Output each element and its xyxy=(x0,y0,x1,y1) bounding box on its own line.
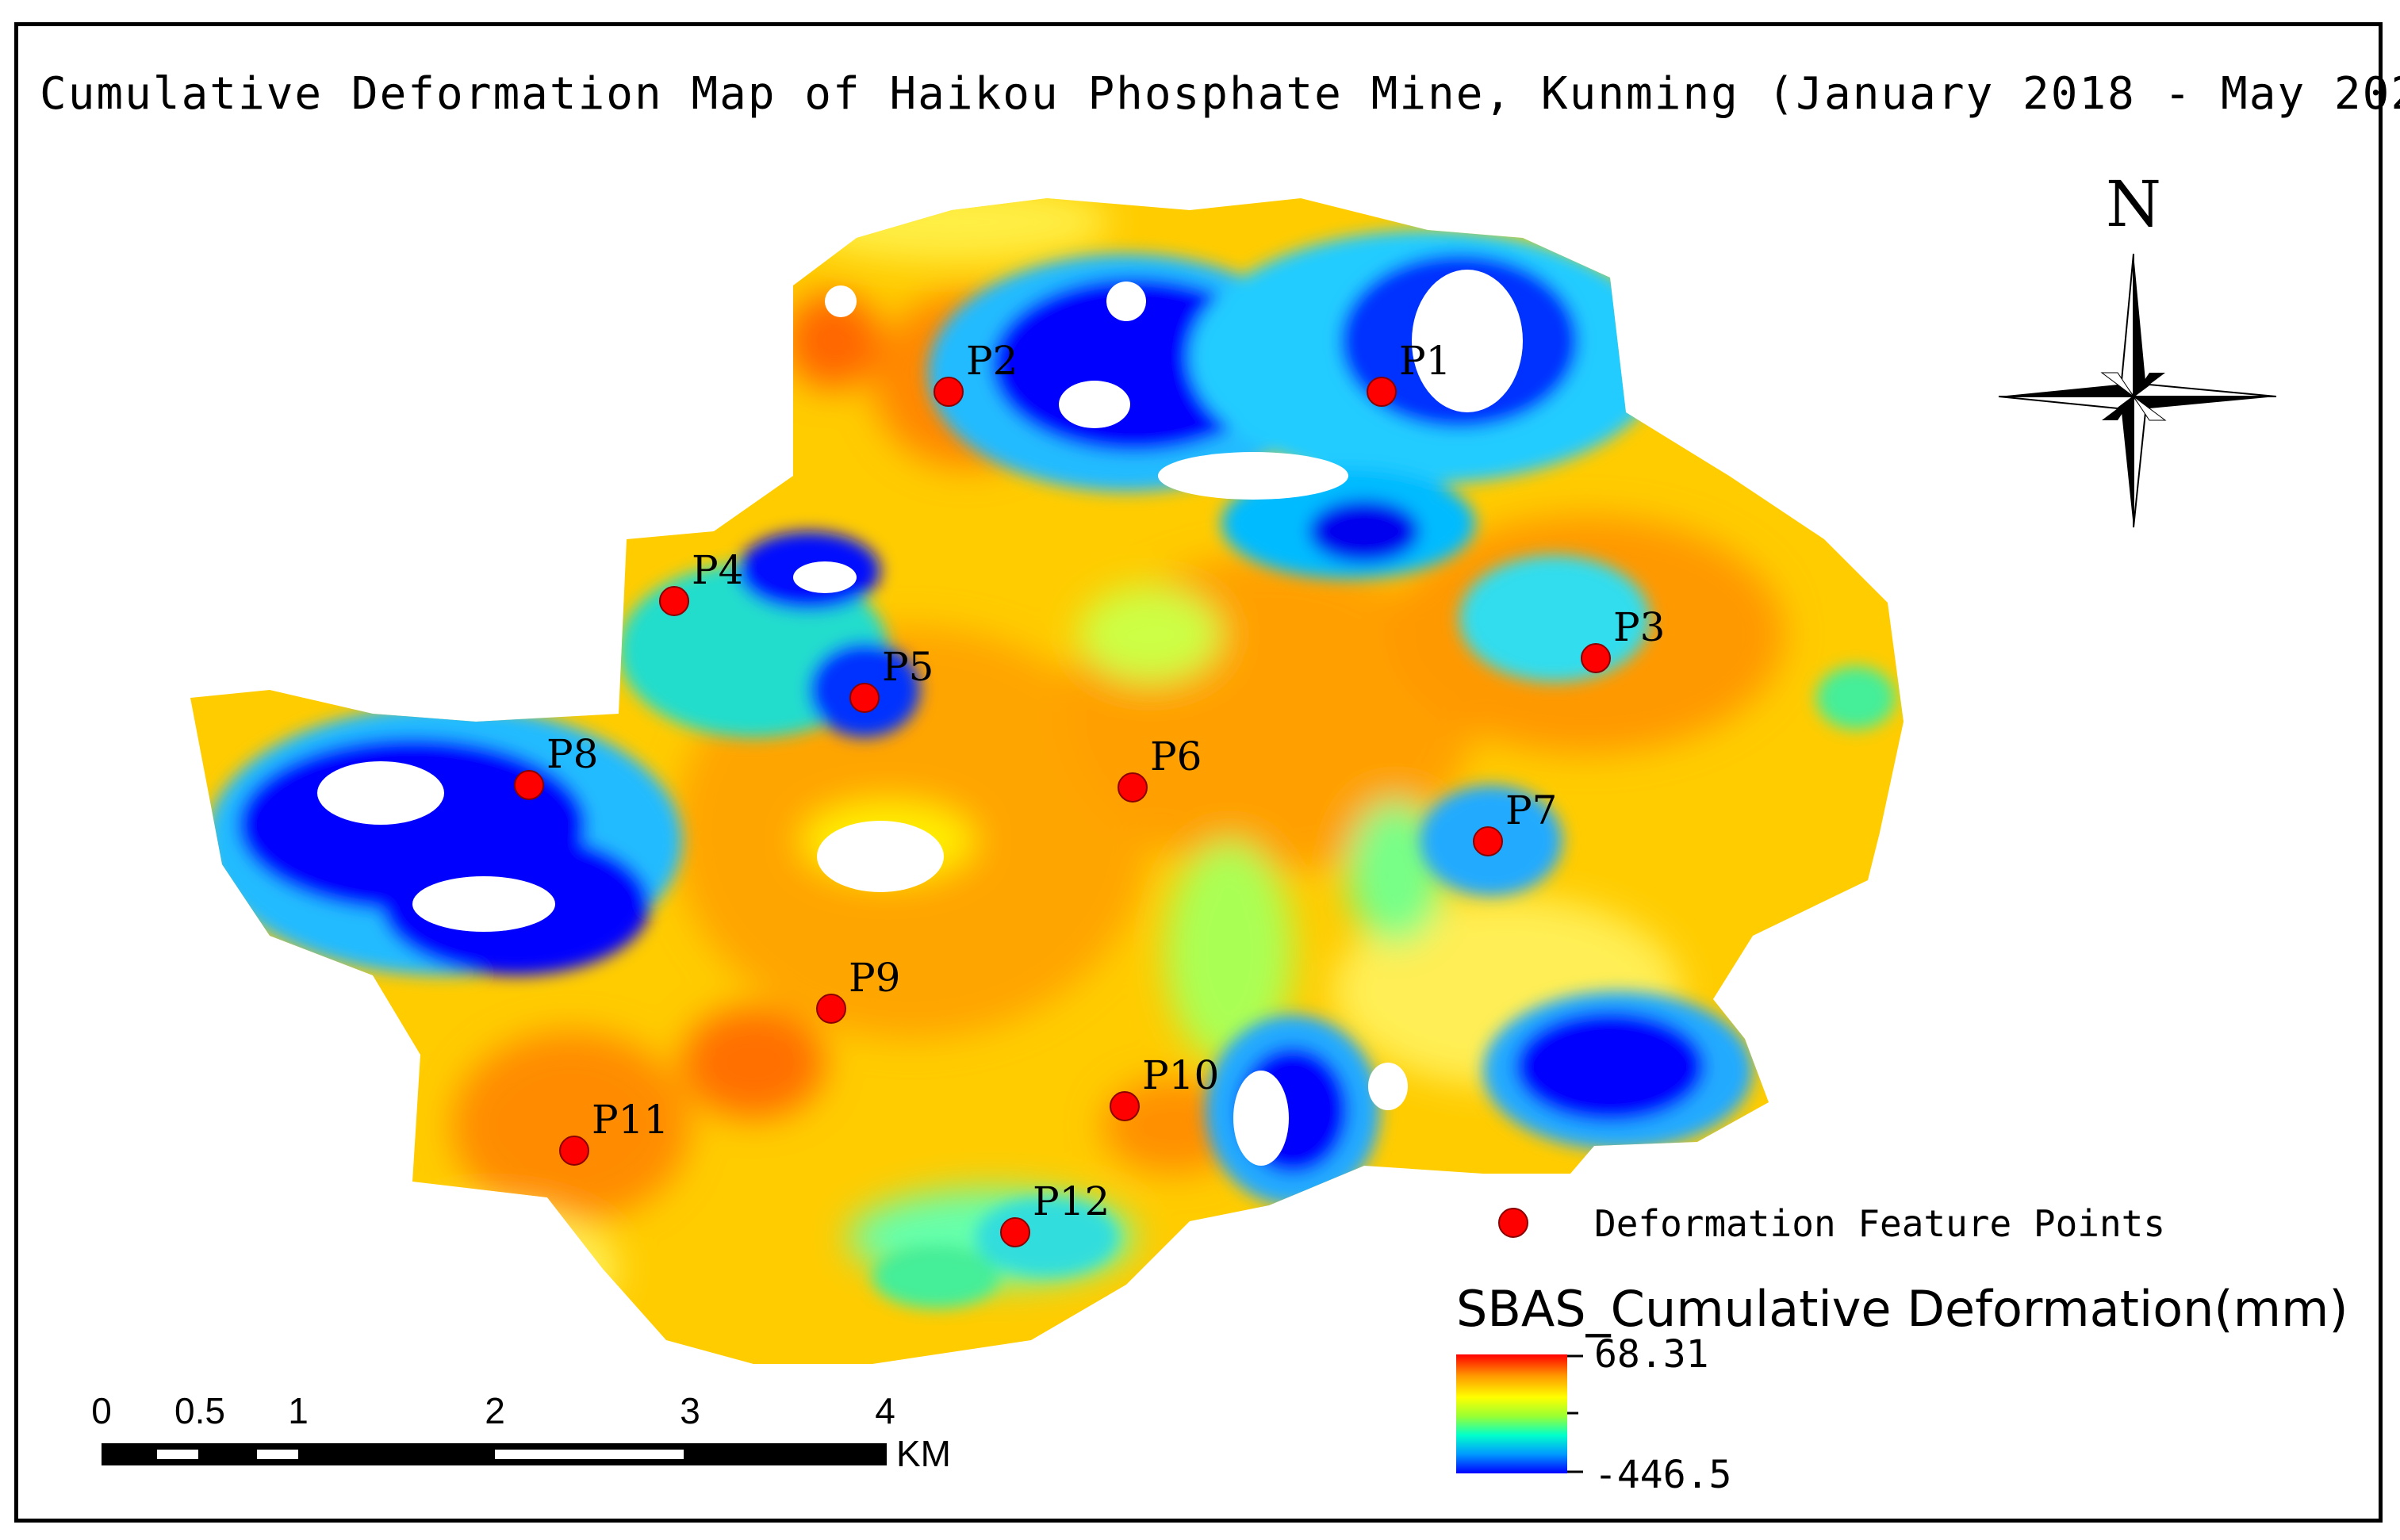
feature-point-p2 xyxy=(934,377,964,407)
feature-point-label: P8 xyxy=(546,731,598,777)
feature-point-label: P1 xyxy=(1399,338,1451,384)
legend-min-value: -446.5 xyxy=(1594,1453,1732,1497)
scale-tick-label: 0.5 xyxy=(174,1390,225,1431)
feature-point-label: P4 xyxy=(692,547,743,593)
feature-point-p3 xyxy=(1581,643,1611,673)
scale-tick-label: 2 xyxy=(485,1390,505,1431)
north-arrow-icon xyxy=(1998,253,2277,528)
feature-point-p10 xyxy=(1110,1091,1140,1121)
feature-point-label: P11 xyxy=(592,1097,669,1143)
legend-point-symbol xyxy=(1498,1208,1528,1238)
map-title: Cumulative Deformation Map of Haikou Pho… xyxy=(40,68,2400,120)
scale-tick-label: 1 xyxy=(288,1390,309,1431)
feature-point-label: P6 xyxy=(1150,734,1202,780)
feature-point-p5 xyxy=(849,683,880,713)
legend-points-label: Deformation Feature Points xyxy=(1594,1202,2166,1245)
feature-point-p9 xyxy=(816,994,846,1024)
feature-point-p12 xyxy=(1000,1217,1030,1247)
feature-point-label: P5 xyxy=(882,644,934,690)
feature-point-p4 xyxy=(659,586,689,616)
feature-point-label: P9 xyxy=(849,955,900,1001)
deformation-raster xyxy=(190,198,1904,1364)
map-frame xyxy=(14,22,2383,1523)
feature-point-label: P7 xyxy=(1505,787,1557,833)
scale-tick-label: 3 xyxy=(680,1390,700,1431)
feature-points-layer: P1 P2 P3 P4 P5 P6 P7 P8 P9 P10 P11 P12 xyxy=(514,338,1665,1247)
feature-point-label: P3 xyxy=(1613,604,1665,650)
legend-ramp-title: SBAS_Cumulative Deformation(mm) xyxy=(1456,1280,2348,1338)
north-label: N xyxy=(2106,167,2161,241)
feature-point-label: P2 xyxy=(966,338,1018,384)
feature-point-p1 xyxy=(1367,377,1397,407)
feature-point-p7 xyxy=(1473,826,1503,856)
feature-point-label: P12 xyxy=(1033,1178,1110,1224)
scale-unit-label: KM xyxy=(896,1433,951,1474)
feature-point-p11 xyxy=(559,1136,589,1166)
legend-max-value: 68.31 xyxy=(1594,1332,1709,1377)
feature-point-p8 xyxy=(514,770,544,800)
scale-tick-label: 0 xyxy=(91,1390,112,1431)
scale-bar xyxy=(102,1443,887,1465)
color-ramp xyxy=(1456,1354,1567,1473)
scale-tick-label: 4 xyxy=(875,1390,895,1431)
feature-point-p6 xyxy=(1118,772,1148,803)
feature-point-label: P10 xyxy=(1142,1052,1219,1098)
